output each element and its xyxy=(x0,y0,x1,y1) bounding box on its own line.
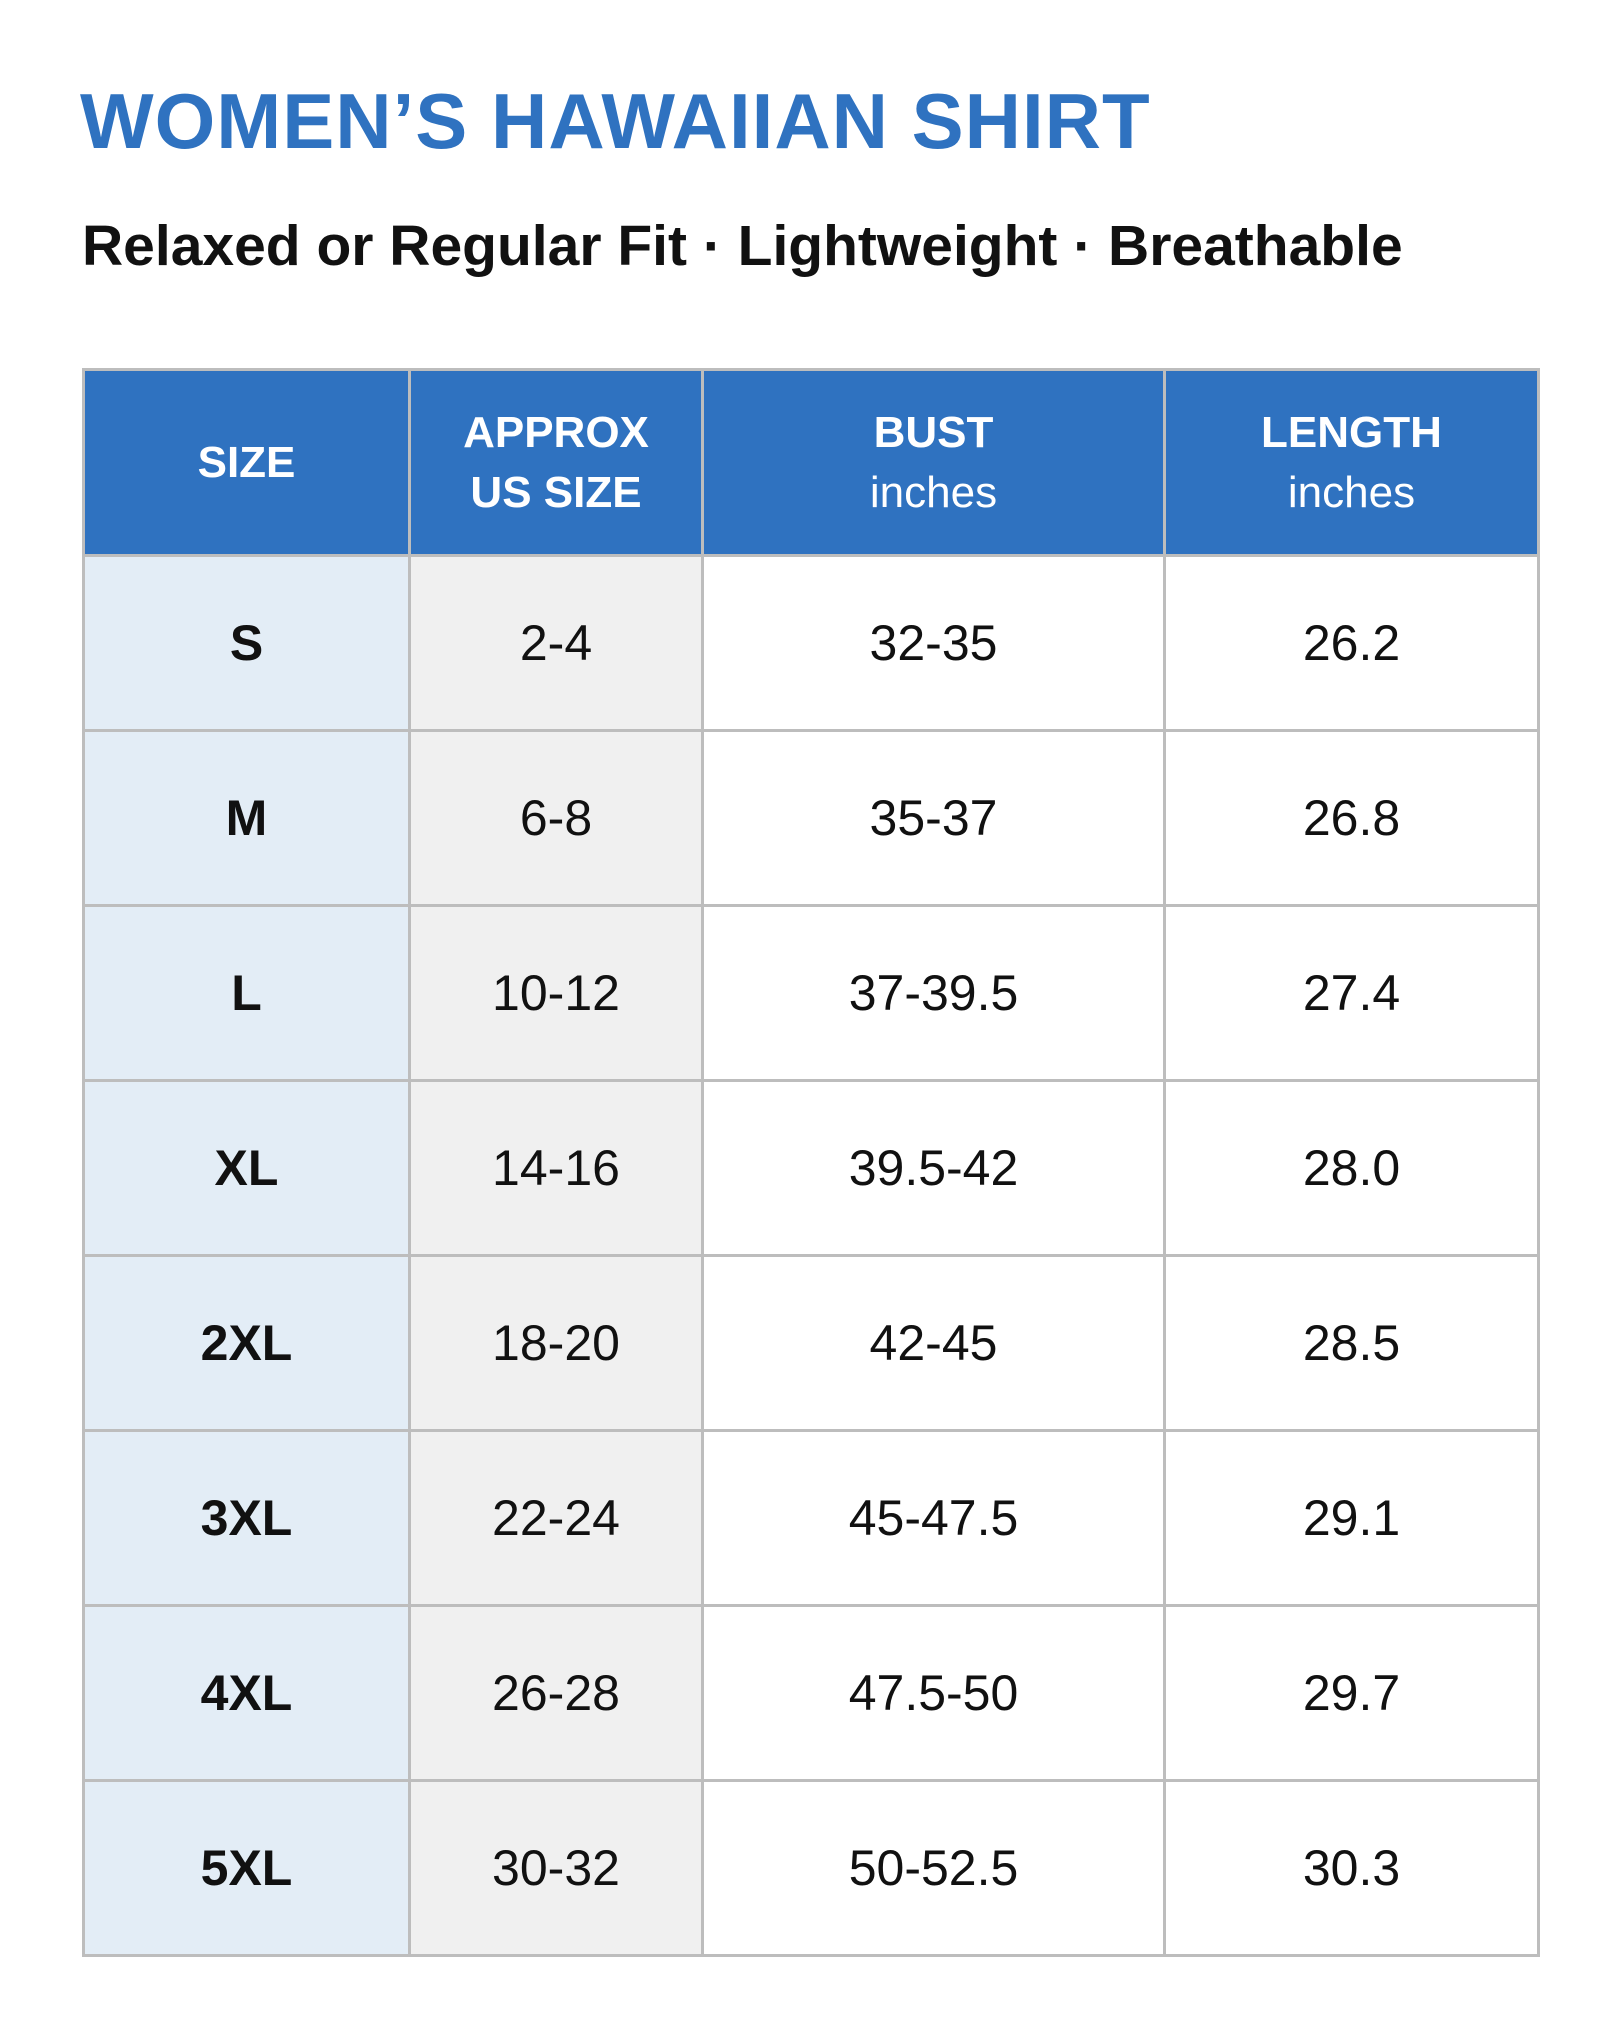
header-row: SIZE APPROX US SIZE BUST inches LENGTH inches xyxy=(82,368,1540,557)
table-cell: 2-4 xyxy=(408,554,704,732)
table-cell: 5XL xyxy=(82,1779,411,1957)
title: WOMEN’S HAWAIIAN SHIRT xyxy=(80,77,1151,165)
header-label: LENGTH xyxy=(1261,408,1442,458)
table-cell: 3XL xyxy=(82,1429,411,1607)
table-row: M 6-8 35-37 26.8 xyxy=(82,729,1540,907)
table-cell: 30-32 xyxy=(408,1779,704,1957)
table-cell: XL xyxy=(82,1079,411,1257)
table-cell: L xyxy=(82,904,411,1082)
table-cell: 10-12 xyxy=(408,904,704,1082)
table-cell: 29.1 xyxy=(1163,1429,1540,1607)
header-label: SIZE xyxy=(197,437,296,487)
column-header: BUST inches xyxy=(701,368,1166,557)
table-cell: 35-37 xyxy=(701,729,1166,907)
table-row: XL 14-16 39.5-42 28.0 xyxy=(82,1079,1540,1257)
table-row: 2XL 18-20 42-45 28.5 xyxy=(82,1254,1540,1432)
table-cell: 28.5 xyxy=(1163,1254,1540,1432)
table-row: 5XL 30-32 50-52.5 30.3 xyxy=(82,1779,1540,1957)
table-cell: M xyxy=(82,729,411,907)
table-row: S 2-4 32-35 26.2 xyxy=(82,554,1540,732)
header-label: US SIZE xyxy=(470,467,642,517)
table-cell: 4XL xyxy=(82,1604,411,1782)
table-cell: 27.4 xyxy=(1163,904,1540,1082)
table-head: SIZE APPROX US SIZE BUST inches LENGTH inches xyxy=(82,368,1540,557)
size-table: SIZE APPROX US SIZE BUST inches LENGTH inches … xyxy=(82,368,1540,1957)
table-cell: 29.7 xyxy=(1163,1604,1540,1782)
table-cell: 28.0 xyxy=(1163,1079,1540,1257)
column-header: LENGTH inches xyxy=(1163,368,1540,557)
table-cell: 42-45 xyxy=(701,1254,1166,1432)
table-cell: S xyxy=(82,554,411,732)
table-cell: 6-8 xyxy=(408,729,704,907)
table-cell: 39.5-42 xyxy=(701,1079,1166,1257)
table-row: 4XL 26-28 47.5-50 29.7 xyxy=(82,1604,1540,1782)
header-label: APPROX xyxy=(463,408,649,458)
table-cell: 26.8 xyxy=(1163,729,1540,907)
table-cell: 2XL xyxy=(82,1254,411,1432)
table-cell: 45-47.5 xyxy=(701,1429,1166,1607)
table-cell: 26-28 xyxy=(408,1604,704,1782)
table-cell: 47.5-50 xyxy=(701,1604,1166,1782)
table-cell: 50-52.5 xyxy=(701,1779,1166,1957)
subtitle: Relaxed or Regular Fit · Lightweight · B… xyxy=(82,214,1403,278)
column-header: SIZE xyxy=(82,368,411,557)
table-row: L 10-12 37-39.5 27.4 xyxy=(82,904,1540,1082)
table-cell: 26.2 xyxy=(1163,554,1540,732)
table-body: S 2-4 32-35 26.2 M 6-8 35-37 26.8 L 10-12 37-39.5 2… xyxy=(82,554,1540,1957)
table-cell: 30.3 xyxy=(1163,1779,1540,1957)
table-cell: 32-35 xyxy=(701,554,1166,732)
table-cell: 18-20 xyxy=(408,1254,704,1432)
header-unit: inches xyxy=(869,467,998,517)
table-cell: 37-39.5 xyxy=(701,904,1166,1082)
header-label: BUST xyxy=(873,408,994,458)
header-unit: inches xyxy=(1287,467,1416,517)
table-cell: 22-24 xyxy=(408,1429,704,1607)
table-row: 3XL 22-24 45-47.5 29.1 xyxy=(82,1429,1540,1607)
column-header: APPROX US SIZE xyxy=(408,368,704,557)
table-cell: 14-16 xyxy=(408,1079,704,1257)
